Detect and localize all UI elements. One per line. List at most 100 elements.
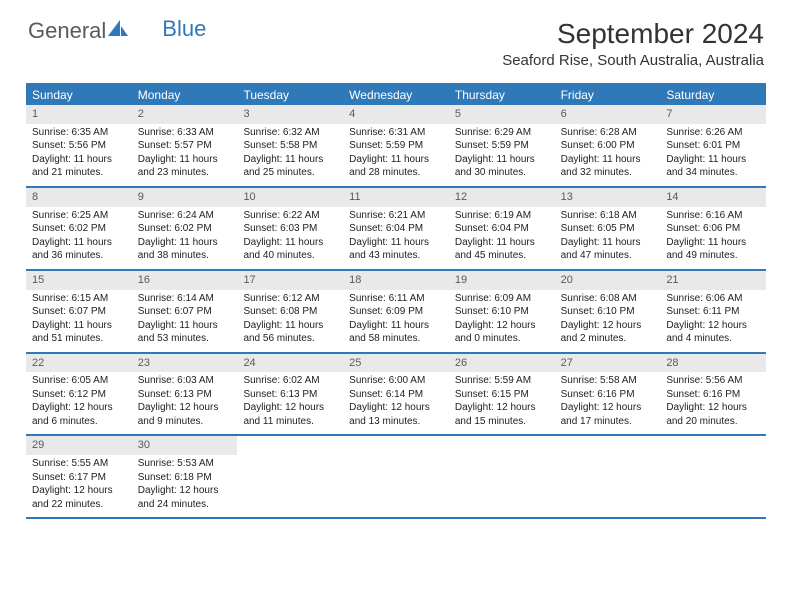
day-number: 4 (343, 105, 449, 124)
sunset: Sunset: 6:17 PM (32, 471, 126, 485)
day-cell: 26Sunrise: 5:59 AMSunset: 6:15 PMDayligh… (449, 354, 555, 435)
day-content: Sunrise: 6:09 AMSunset: 6:10 PMDaylight:… (449, 290, 555, 352)
day-content: Sunrise: 5:53 AMSunset: 6:18 PMDaylight:… (132, 455, 238, 517)
daylight: Daylight: 11 hours and 38 minutes. (138, 236, 232, 263)
day-content: Sunrise: 6:25 AMSunset: 6:02 PMDaylight:… (26, 207, 132, 269)
day-number: 8 (26, 188, 132, 207)
daylight: Daylight: 11 hours and 45 minutes. (455, 236, 549, 263)
day-number: 6 (555, 105, 661, 124)
day-cell: 16Sunrise: 6:14 AMSunset: 6:07 PMDayligh… (132, 271, 238, 352)
sunrise: Sunrise: 6:12 AM (243, 292, 337, 306)
day-cell: 1Sunrise: 6:35 AMSunset: 5:56 PMDaylight… (26, 105, 132, 186)
week-row: 8Sunrise: 6:25 AMSunset: 6:02 PMDaylight… (26, 188, 766, 271)
day-number: 5 (449, 105, 555, 124)
daylight: Daylight: 12 hours and 15 minutes. (455, 401, 549, 428)
sunset: Sunset: 6:09 PM (349, 305, 443, 319)
daylight: Daylight: 11 hours and 36 minutes. (32, 236, 126, 263)
day-content: Sunrise: 6:32 AMSunset: 5:58 PMDaylight:… (237, 124, 343, 186)
day-content: Sunrise: 6:00 AMSunset: 6:14 PMDaylight:… (343, 372, 449, 434)
daylight: Daylight: 11 hours and 49 minutes. (666, 236, 760, 263)
day-cell: 3Sunrise: 6:32 AMSunset: 5:58 PMDaylight… (237, 105, 343, 186)
sunrise: Sunrise: 6:31 AM (349, 126, 443, 140)
empty-cell (555, 436, 661, 517)
day-content: Sunrise: 6:21 AMSunset: 6:04 PMDaylight:… (343, 207, 449, 269)
sunrise: Sunrise: 5:59 AM (455, 374, 549, 388)
sunrise: Sunrise: 6:18 AM (561, 209, 655, 223)
sunrise: Sunrise: 6:32 AM (243, 126, 337, 140)
day-header: Monday (132, 85, 238, 105)
day-cell: 7Sunrise: 6:26 AMSunset: 6:01 PMDaylight… (660, 105, 766, 186)
day-number: 2 (132, 105, 238, 124)
day-header: Wednesday (343, 85, 449, 105)
sunrise: Sunrise: 5:58 AM (561, 374, 655, 388)
day-content: Sunrise: 6:16 AMSunset: 6:06 PMDaylight:… (660, 207, 766, 269)
sunset: Sunset: 5:59 PM (349, 139, 443, 153)
day-cell: 23Sunrise: 6:03 AMSunset: 6:13 PMDayligh… (132, 354, 238, 435)
daylight: Daylight: 12 hours and 24 minutes. (138, 484, 232, 511)
daylight: Daylight: 11 hours and 47 minutes. (561, 236, 655, 263)
day-header-row: SundayMondayTuesdayWednesdayThursdayFrid… (26, 85, 766, 105)
sunset: Sunset: 5:57 PM (138, 139, 232, 153)
empty-cell (660, 436, 766, 517)
daylight: Daylight: 12 hours and 9 minutes. (138, 401, 232, 428)
sunrise: Sunrise: 6:24 AM (138, 209, 232, 223)
day-cell: 24Sunrise: 6:02 AMSunset: 6:13 PMDayligh… (237, 354, 343, 435)
day-number: 16 (132, 271, 238, 290)
daylight: Daylight: 11 hours and 53 minutes. (138, 319, 232, 346)
sunrise: Sunrise: 6:11 AM (349, 292, 443, 306)
day-content: Sunrise: 6:19 AMSunset: 6:04 PMDaylight:… (449, 207, 555, 269)
weeks-container: 1Sunrise: 6:35 AMSunset: 5:56 PMDaylight… (26, 105, 766, 519)
day-content: Sunrise: 6:31 AMSunset: 5:59 PMDaylight:… (343, 124, 449, 186)
day-header: Friday (555, 85, 661, 105)
day-number: 18 (343, 271, 449, 290)
day-cell: 27Sunrise: 5:58 AMSunset: 6:16 PMDayligh… (555, 354, 661, 435)
day-cell: 12Sunrise: 6:19 AMSunset: 6:04 PMDayligh… (449, 188, 555, 269)
day-number: 25 (343, 354, 449, 373)
day-content: Sunrise: 6:26 AMSunset: 6:01 PMDaylight:… (660, 124, 766, 186)
location: Seaford Rise, South Australia, Australia (502, 52, 764, 69)
day-cell: 17Sunrise: 6:12 AMSunset: 6:08 PMDayligh… (237, 271, 343, 352)
sunrise: Sunrise: 6:02 AM (243, 374, 337, 388)
sunset: Sunset: 6:16 PM (666, 388, 760, 402)
sunrise: Sunrise: 6:15 AM (32, 292, 126, 306)
sunrise: Sunrise: 6:05 AM (32, 374, 126, 388)
day-content: Sunrise: 6:18 AMSunset: 6:05 PMDaylight:… (555, 207, 661, 269)
sunset: Sunset: 6:10 PM (455, 305, 549, 319)
sunset: Sunset: 6:06 PM (666, 222, 760, 236)
day-cell: 30Sunrise: 5:53 AMSunset: 6:18 PMDayligh… (132, 436, 238, 517)
day-header: Thursday (449, 85, 555, 105)
day-number: 7 (660, 105, 766, 124)
sunset: Sunset: 6:12 PM (32, 388, 126, 402)
sunrise: Sunrise: 6:25 AM (32, 209, 126, 223)
sunrise: Sunrise: 6:26 AM (666, 126, 760, 140)
logo-text-2: Blue (162, 16, 206, 42)
sunset: Sunset: 6:02 PM (138, 222, 232, 236)
sunrise: Sunrise: 6:03 AM (138, 374, 232, 388)
day-content: Sunrise: 6:33 AMSunset: 5:57 PMDaylight:… (132, 124, 238, 186)
day-cell: 5Sunrise: 6:29 AMSunset: 5:59 PMDaylight… (449, 105, 555, 186)
sunset: Sunset: 6:13 PM (243, 388, 337, 402)
empty-cell (343, 436, 449, 517)
sunset: Sunset: 6:00 PM (561, 139, 655, 153)
daylight: Daylight: 11 hours and 23 minutes. (138, 153, 232, 180)
sunset: Sunset: 5:59 PM (455, 139, 549, 153)
day-content: Sunrise: 6:29 AMSunset: 5:59 PMDaylight:… (449, 124, 555, 186)
day-cell: 18Sunrise: 6:11 AMSunset: 6:09 PMDayligh… (343, 271, 449, 352)
day-content: Sunrise: 6:35 AMSunset: 5:56 PMDaylight:… (26, 124, 132, 186)
sunset: Sunset: 6:04 PM (349, 222, 443, 236)
day-cell: 13Sunrise: 6:18 AMSunset: 6:05 PMDayligh… (555, 188, 661, 269)
day-cell: 19Sunrise: 6:09 AMSunset: 6:10 PMDayligh… (449, 271, 555, 352)
sunset: Sunset: 6:05 PM (561, 222, 655, 236)
day-number: 9 (132, 188, 238, 207)
sunset: Sunset: 6:15 PM (455, 388, 549, 402)
day-cell: 4Sunrise: 6:31 AMSunset: 5:59 PMDaylight… (343, 105, 449, 186)
day-number: 26 (449, 354, 555, 373)
sunrise: Sunrise: 6:35 AM (32, 126, 126, 140)
daylight: Daylight: 11 hours and 51 minutes. (32, 319, 126, 346)
sunset: Sunset: 6:14 PM (349, 388, 443, 402)
daylight: Daylight: 11 hours and 56 minutes. (243, 319, 337, 346)
sunset: Sunset: 6:13 PM (138, 388, 232, 402)
sunrise: Sunrise: 6:14 AM (138, 292, 232, 306)
day-cell: 14Sunrise: 6:16 AMSunset: 6:06 PMDayligh… (660, 188, 766, 269)
sunrise: Sunrise: 6:28 AM (561, 126, 655, 140)
